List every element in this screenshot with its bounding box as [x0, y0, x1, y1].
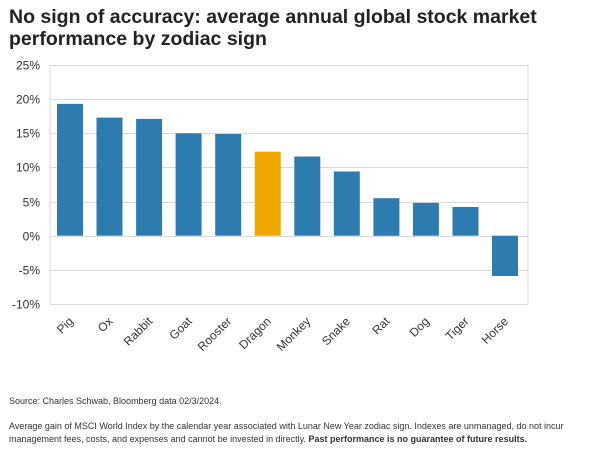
- x-tick-label: Snake: [319, 314, 353, 348]
- x-tick-label: Pig: [54, 314, 76, 336]
- bar-monkey: [294, 156, 321, 236]
- x-axis-ticks: Pig Ox Rabbit Goat Rooster Dragon Monkey Snake R…: [54, 314, 511, 354]
- y-tick-label: 10%: [16, 161, 40, 175]
- bar-snake: [333, 171, 360, 236]
- bar-dog: [412, 202, 439, 236]
- bar-ox: [96, 117, 123, 236]
- x-tick-label: Dog: [407, 314, 432, 339]
- bar-rooster: [215, 134, 242, 236]
- x-tick-label: Horse: [479, 314, 512, 347]
- x-tick-label: Monkey: [274, 314, 314, 354]
- x-tick-label: Rooster: [195, 314, 235, 354]
- y-tick-label: 5%: [23, 196, 41, 210]
- y-tick-label: 20%: [16, 93, 40, 107]
- x-tick-label: Rabbit: [121, 314, 156, 349]
- chart-title: No sign of accuracy: average annual glob…: [9, 6, 537, 50]
- y-tick-label: -5%: [19, 264, 41, 278]
- bar-rabbit: [136, 118, 163, 236]
- source-note: Source: Charles Schwab, Bloomberg data 0…: [9, 396, 222, 406]
- y-tick-label: -10%: [12, 298, 40, 312]
- bar-horse: [492, 235, 518, 276]
- y-tick-label: 0%: [23, 230, 41, 244]
- x-tick-label: Dragon: [236, 314, 274, 352]
- x-tick-label: Tiger: [443, 314, 472, 343]
- bar-pig: [57, 103, 83, 236]
- y-tick-label: 25%: [16, 59, 40, 73]
- footnote-disclaimer: Past performance is no guarantee of futu…: [308, 434, 528, 444]
- footnote: Average gain of MSCI World Index by the …: [9, 420, 589, 446]
- footnote-text: Average gain of MSCI World Index by the …: [9, 421, 564, 444]
- x-tick-label: Rat: [369, 314, 393, 338]
- bar-tiger: [452, 207, 479, 236]
- bars: [57, 103, 518, 276]
- bar-dragon: [254, 151, 281, 236]
- bar-goat: [175, 133, 202, 236]
- gridlines: [49, 65, 529, 305]
- bar-rat: [373, 198, 400, 236]
- x-tick-label: Ox: [95, 314, 116, 335]
- y-tick-label: 15%: [16, 127, 40, 141]
- x-tick-label: Goat: [166, 314, 195, 343]
- y-axis-ticks: -10% -5% 0% 5% 10% 15% 20% 25%: [12, 59, 40, 312]
